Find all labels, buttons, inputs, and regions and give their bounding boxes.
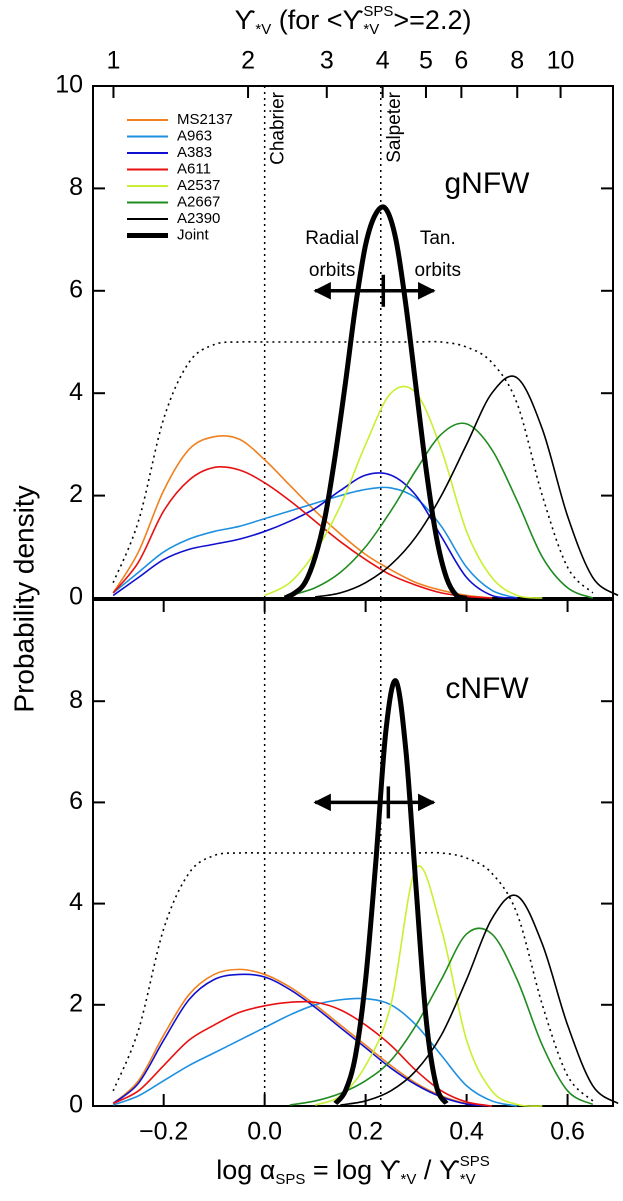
axis-label: log αSPS = log ϒ*V / ϒSPS *V	[216, 1153, 490, 1188]
y-tick-label: 8	[69, 173, 83, 201]
label-part: / ϒ	[416, 1155, 460, 1185]
x2-tick-label: 10	[547, 47, 575, 75]
y-axis-label: Probability density	[8, 485, 39, 712]
y-tick-label: 6	[69, 787, 83, 815]
series-line	[112, 973, 492, 1107]
label-part: *V	[401, 1171, 417, 1188]
label-part: log α	[216, 1155, 275, 1185]
series-line	[112, 465, 492, 599]
x2-tick-label: 6	[454, 47, 468, 75]
orbit-label: Radial	[305, 228, 359, 249]
legend-label: A2667	[177, 193, 220, 210]
legend-label: MS2137	[177, 111, 233, 128]
y-tick-label: 6	[69, 275, 83, 303]
series-line	[112, 997, 518, 1107]
series-line	[315, 375, 619, 598]
series-line	[264, 385, 543, 599]
series-line	[112, 486, 518, 599]
y-tick-label: 2	[69, 480, 83, 508]
label-part: SPS	[275, 1171, 305, 1188]
y-tick-label: 8	[69, 686, 83, 714]
legend-label: A2390	[177, 210, 220, 227]
label-part: (for <ϒ	[271, 5, 363, 35]
x-tick-label: 0.0	[247, 1118, 282, 1146]
prior-line	[112, 340, 594, 594]
y-tick-label: 0	[69, 1091, 83, 1119]
legend-label: A963	[177, 127, 212, 144]
reference-label: Chabrier	[268, 91, 289, 165]
plot-frame	[92, 85, 614, 599]
series-line	[289, 422, 594, 599]
orbit-label: orbits	[415, 260, 461, 281]
label-part: ϒ	[235, 5, 256, 35]
x-tick-label: 0.4	[449, 1118, 484, 1146]
x2-tick-label: 4	[376, 47, 390, 75]
reference-label: Salpeter	[384, 91, 405, 162]
legend-label: A2537	[177, 177, 220, 194]
x-tick-label: 0.6	[550, 1118, 585, 1146]
x-tick-label: −0.2	[139, 1118, 188, 1146]
x2-tick-label: 3	[320, 47, 334, 75]
label-part: *V	[363, 21, 379, 38]
series-line	[112, 1000, 492, 1107]
series-line	[112, 472, 518, 599]
legend-label: A611	[177, 160, 211, 177]
x2-tick-label: 2	[241, 47, 255, 75]
y-tick-label: 2	[69, 989, 83, 1017]
y-tick-label: 4	[69, 378, 83, 406]
label-part: *V	[255, 21, 271, 38]
label-part: >=2.2)	[393, 5, 471, 35]
y-tick-label: 0	[69, 583, 83, 611]
label-part: SPS	[460, 1153, 490, 1170]
series-line	[289, 927, 594, 1106]
plot-frame	[92, 599, 614, 1107]
orbit-label: orbits	[309, 260, 355, 281]
y-tick-label: 4	[69, 888, 83, 916]
x-tick-label: 0.2	[348, 1118, 383, 1146]
series-line	[340, 894, 619, 1106]
legend-label: A383	[177, 144, 212, 161]
axis-label: ϒ*V (for <ϒSPS *V >=2.2)	[235, 3, 472, 38]
label-part: = log ϒ	[305, 1155, 400, 1185]
label-part: SPS	[363, 3, 393, 20]
prior-line	[112, 851, 594, 1102]
series-line	[112, 434, 492, 599]
x2-tick-label: 5	[419, 47, 433, 75]
panel-label: gNFW	[445, 167, 531, 200]
series-line	[112, 968, 492, 1107]
legend-label: Joint	[177, 226, 210, 243]
x2-tick-label: 8	[510, 47, 524, 75]
y-tick-label: 10	[55, 71, 83, 99]
series-line	[314, 865, 543, 1107]
panel-label: cNFW	[445, 672, 529, 705]
orbit-label: Tan.	[420, 228, 456, 249]
label-part: *V	[460, 1171, 476, 1188]
x2-tick-label: 1	[107, 47, 121, 75]
series-line	[283, 204, 468, 601]
series-line	[333, 678, 449, 1106]
